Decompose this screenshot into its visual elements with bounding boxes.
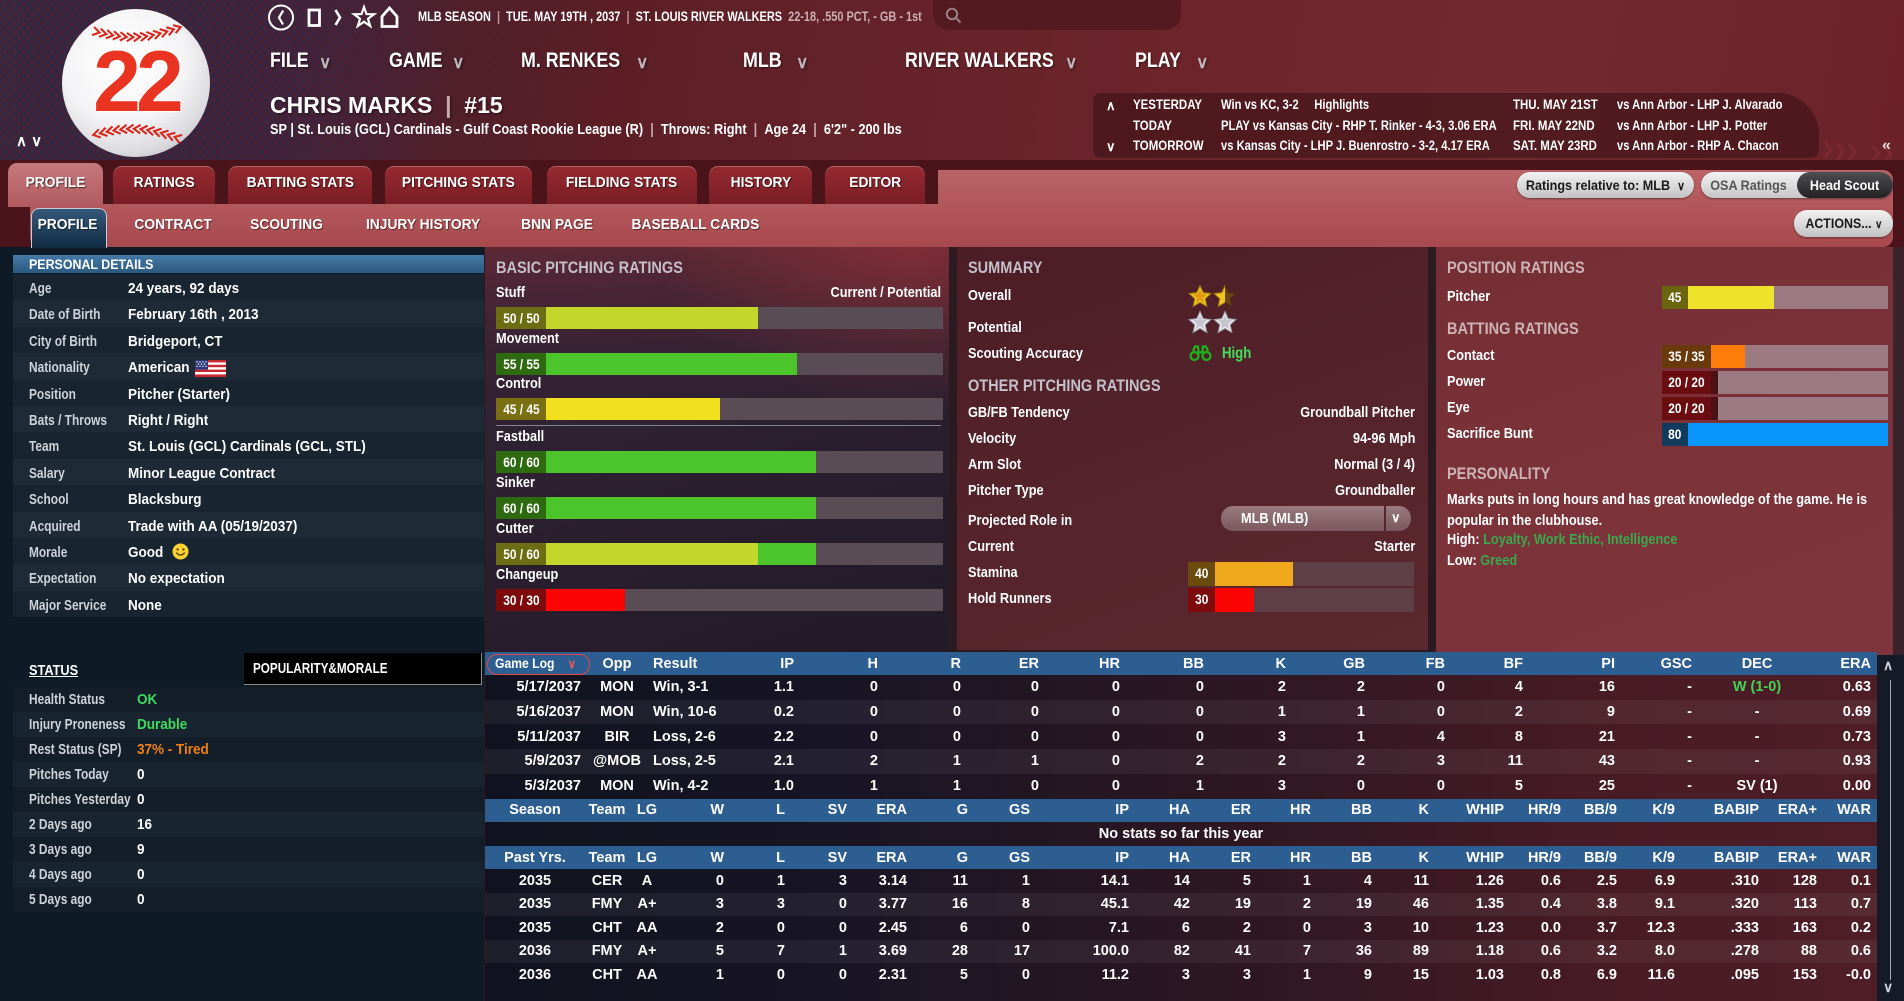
svg-text:22: 22 <box>93 34 181 130</box>
